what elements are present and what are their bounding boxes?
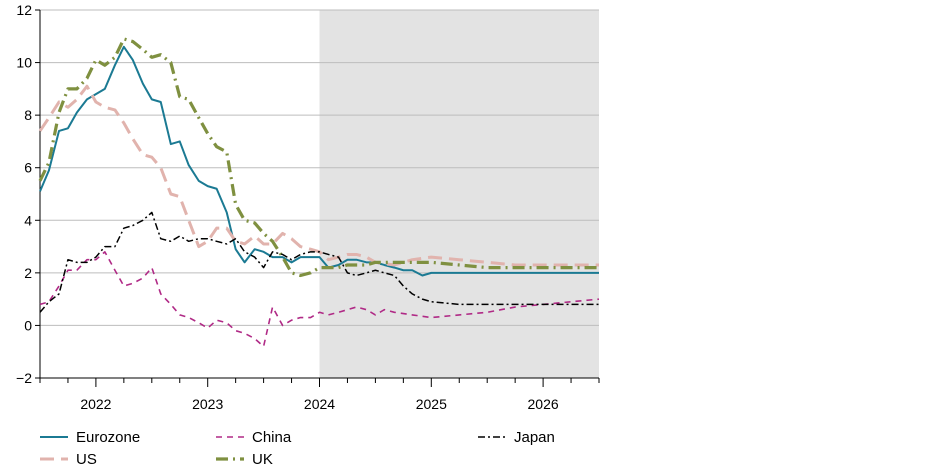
x-tick-label: 2023 — [192, 396, 223, 412]
x-tick-label: 2024 — [304, 396, 335, 412]
y-tick-label: 12 — [16, 2, 32, 18]
legend-label-uk: UK — [252, 451, 273, 468]
y-tick-label: −2 — [16, 370, 32, 386]
legend-label-china: China — [252, 429, 292, 446]
legend-label-eurozone: Eurozone — [76, 429, 140, 446]
series-line-eurozone — [39, 45, 599, 277]
series-line-us — [38, 84, 599, 267]
y-tick-label: 10 — [16, 55, 32, 71]
forecast-shaded-region — [319, 10, 599, 378]
y-tick-label: 0 — [24, 317, 32, 333]
x-tick-label: 2026 — [528, 396, 559, 412]
y-tick-label: 2 — [24, 265, 32, 281]
x-tick-label: 2025 — [416, 396, 447, 412]
series-line-china — [39, 251, 600, 348]
legend-label-us: US — [76, 451, 97, 468]
y-tick-label: 4 — [24, 212, 32, 228]
legend-label-japan: Japan — [514, 429, 555, 446]
series-lines — [38, 37, 600, 348]
y-tick-label: 8 — [24, 107, 32, 123]
forecast-region — [319, 10, 599, 378]
x-tick-label: 2022 — [80, 396, 111, 412]
axes: −2 0 2 4 6 8 10 12 2022 2023 2024 2025 2026 — [16, 2, 600, 412]
legend: Eurozone US China UK Japan — [40, 429, 555, 468]
series-line-uk — [38, 37, 599, 278]
y-tick-label: 6 — [24, 160, 32, 176]
series-line-japan — [39, 211, 599, 313]
